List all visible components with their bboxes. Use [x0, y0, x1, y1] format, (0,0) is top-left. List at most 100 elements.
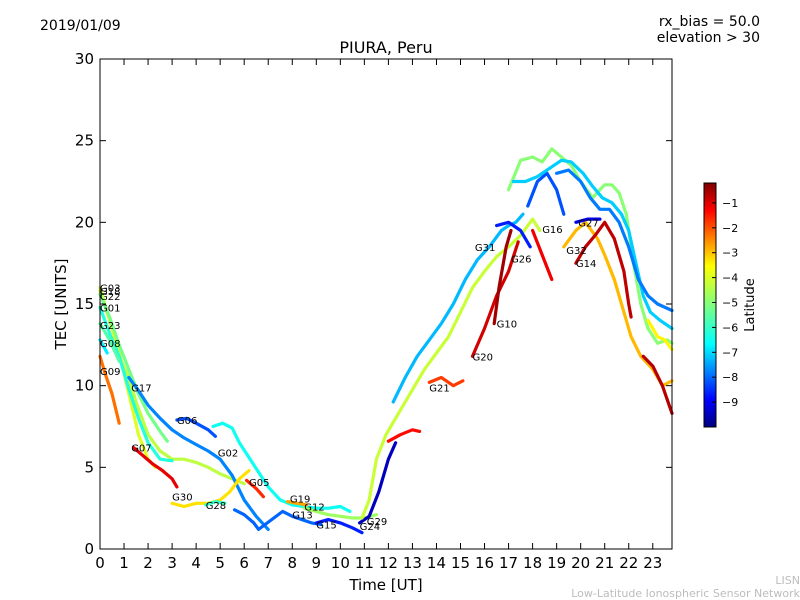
- series-g08: [98, 338, 109, 355]
- series-g23: [98, 322, 121, 363]
- x-tick-label: 23: [643, 554, 662, 572]
- series-g15: [314, 517, 364, 535]
- x-tick-label: 12: [379, 554, 398, 572]
- colorbar-ticks: −1 −2 −3 −4 −5 −6 −7 −8 −9: [712, 197, 738, 409]
- y-tick-label: 0: [84, 540, 94, 558]
- satellite-label: G01: [100, 303, 120, 314]
- satellite-label: G14: [576, 259, 596, 270]
- x-tick-label: 7: [263, 554, 273, 572]
- date-label: 2019/01/09: [40, 18, 121, 34]
- series-g07b: [641, 354, 674, 415]
- x-tick-label: 16: [475, 554, 494, 572]
- series-g01: [98, 305, 174, 463]
- colorbar-tick-label: −1: [722, 197, 738, 210]
- x-tick-label: 1: [119, 554, 129, 572]
- x-tick-label: 5: [215, 554, 225, 572]
- credit: LISN Low-Latitude Ionospheric Sensor Net…: [571, 574, 800, 600]
- x-axis-ticks: 0 1 2 3 4 5 6 7 8 9 10 11 12 13 14 15 16 17 18 19 20 21 22 23: [95, 59, 662, 572]
- series-g28: [204, 500, 227, 507]
- satellite-label: G16: [542, 225, 562, 236]
- satellite-label: G27: [578, 218, 598, 229]
- colorbar-tick-label: −8: [722, 371, 738, 384]
- x-tick-label: 18: [523, 554, 542, 572]
- y-tick-label: 15: [75, 295, 94, 313]
- satellite-label: G32: [566, 246, 586, 257]
- satellite-label: G06: [177, 416, 197, 427]
- rx-bias-label: rx_bias = 50.0: [658, 14, 760, 30]
- x-tick-label: 4: [191, 554, 201, 572]
- series-g06: [175, 416, 217, 438]
- x-tick-label: 6: [239, 554, 249, 572]
- satellite-label: G24: [360, 522, 380, 533]
- colorbar-tick-label: −7: [722, 346, 738, 359]
- series-g05: [245, 478, 265, 499]
- x-tick-label: 10: [331, 554, 350, 572]
- x-tick-label: 21: [595, 554, 614, 572]
- satellite-label: G12: [304, 503, 324, 514]
- satellite-label: G09: [100, 367, 120, 378]
- satellite-label: G18: [100, 287, 120, 298]
- series-g16: [526, 171, 566, 216]
- y-tick-label: 5: [84, 458, 94, 476]
- series-g25: [511, 158, 674, 331]
- series-g29: [360, 217, 542, 520]
- series-g07: [132, 446, 179, 489]
- x-tick-label: 19: [547, 554, 566, 572]
- settings-info: rx_bias = 50.0 elevation > 30: [657, 14, 760, 46]
- series-g16b: [530, 228, 554, 282]
- satellite-label: G30: [172, 493, 192, 504]
- colorbar-tick-label: −9: [722, 396, 738, 409]
- satellite-label: G03: [100, 284, 120, 295]
- x-tick-label: 0: [95, 554, 105, 572]
- series-g11: [554, 168, 674, 313]
- x-tick-label: 11: [355, 554, 374, 572]
- credit-line-1: LISN: [775, 574, 800, 587]
- satellite-label: G17: [131, 383, 151, 394]
- series-g27: [574, 217, 602, 224]
- plot-frame: [99, 58, 673, 550]
- series-g14: [574, 220, 633, 319]
- satellite-label: G15: [316, 521, 336, 532]
- x-tick-label: 22: [619, 554, 638, 572]
- series-g04: [507, 147, 674, 345]
- colorbar-tick-label: −4: [722, 272, 738, 285]
- colorbar-tick-label: −3: [722, 247, 738, 260]
- colorbar-label: Latitude: [743, 278, 758, 332]
- x-tick-label: 8: [287, 554, 297, 572]
- y-tick-label: 30: [75, 50, 94, 68]
- y-tick-label: 20: [75, 213, 94, 231]
- series-layer: [98, 147, 674, 535]
- chart-title: PIURA, Peru: [339, 38, 433, 57]
- series-g10: [492, 228, 513, 326]
- y-axis-label: TEC [UNITS]: [52, 259, 70, 351]
- colorbar-tick-label: −5: [722, 297, 738, 310]
- satellite-label: G19: [290, 494, 310, 505]
- credit-line-2: Low-Latitude Ionospheric Sensor Network: [571, 587, 800, 600]
- series-g09: [98, 354, 121, 425]
- series-g26: [495, 220, 532, 249]
- colorbar-tick-label: −6: [722, 321, 738, 334]
- satellite-label: G13: [292, 511, 312, 522]
- series-g31: [391, 212, 525, 404]
- series-g24: [358, 441, 398, 525]
- x-tick-label: 3: [167, 554, 177, 572]
- satellite-label: G07: [131, 444, 151, 455]
- colorbar-tick-label: −2: [722, 222, 738, 235]
- x-tick-label: 20: [571, 554, 590, 572]
- series-g17: [127, 375, 270, 532]
- satellite-label: G08: [100, 339, 120, 350]
- x-tick-label: 2: [143, 554, 153, 572]
- x-tick-label: 13: [403, 554, 422, 572]
- y-tick-label: 10: [75, 377, 94, 395]
- satellite-label: G20: [473, 352, 493, 363]
- elevation-label: elevation > 30: [656, 30, 760, 46]
- series-g13: [233, 508, 323, 532]
- satellite-label: G29: [367, 517, 387, 528]
- satellite-label: G28: [206, 501, 226, 512]
- x-tick-label: 15: [451, 554, 470, 572]
- satellite-label: G26: [511, 254, 531, 265]
- y-tick-label: 25: [75, 132, 94, 150]
- satellite-label: G21: [429, 383, 449, 394]
